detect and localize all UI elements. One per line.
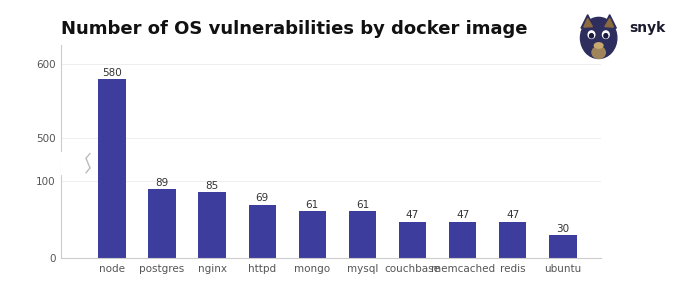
Polygon shape	[581, 15, 594, 28]
Circle shape	[604, 34, 608, 38]
Bar	[298, 211, 326, 258]
Text: 47: 47	[456, 210, 469, 220]
Bar	[61, 152, 68, 174]
Text: 61: 61	[356, 200, 369, 210]
Bar	[499, 222, 527, 258]
Text: 61: 61	[306, 200, 319, 210]
Bar	[348, 211, 376, 258]
Circle shape	[581, 17, 617, 58]
Bar	[449, 222, 476, 258]
Circle shape	[602, 31, 609, 38]
Text: 30: 30	[556, 224, 570, 234]
Ellipse shape	[594, 43, 603, 48]
Text: 89: 89	[156, 178, 169, 188]
Text: snyk: snyk	[630, 21, 666, 35]
Polygon shape	[584, 19, 592, 27]
Text: 47: 47	[406, 210, 419, 220]
Circle shape	[588, 31, 595, 38]
Text: Number of OS vulnerabilities by docker image: Number of OS vulnerabilities by docker i…	[61, 20, 528, 38]
Bar	[199, 192, 226, 258]
Text: 580: 580	[102, 68, 122, 78]
Text: 69: 69	[255, 194, 269, 203]
Ellipse shape	[592, 46, 605, 58]
Bar	[249, 205, 276, 258]
Circle shape	[589, 34, 594, 38]
Polygon shape	[605, 19, 613, 27]
Bar	[98, 79, 126, 258]
Polygon shape	[604, 15, 616, 28]
Text: 47: 47	[506, 210, 519, 220]
Bar	[399, 222, 426, 258]
Text: 85: 85	[206, 181, 219, 191]
Bar	[549, 235, 576, 258]
Bar	[148, 189, 176, 258]
